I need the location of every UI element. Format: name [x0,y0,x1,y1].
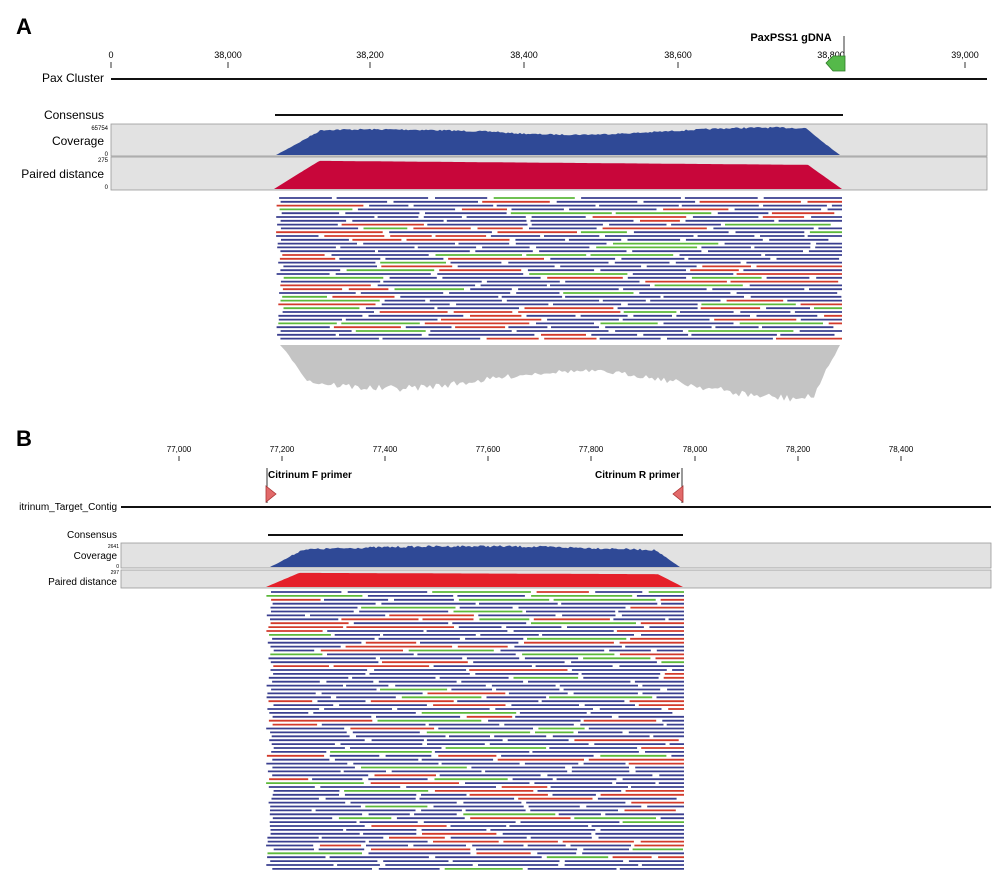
sequence-track-name: itrinum_Target_Contig [19,502,117,513]
paired-distance-label: Paired distance [21,167,104,181]
coverage-min-label: 0 [116,564,119,570]
gene-feature-label: PaxPSS1 gDNA [750,32,831,44]
paired-min-label: 0 [105,185,109,191]
paired-distance-area [274,160,842,189]
ruler-tick-label: 77,600 [476,445,501,454]
primer-f-arrow-icon[interactable] [265,485,277,503]
ruler-tick-label: 38,600 [664,50,692,60]
paired-max-label: 275 [98,158,109,164]
ruler-tick-label: 38,800 [817,50,845,60]
paired-max-label: 297 [111,570,120,576]
ruler-tick-label: 77,000 [167,445,192,454]
ruler-tick-label: 78,400 [889,445,914,454]
ruler-tick-label: 77,200 [270,445,295,454]
coverage-label: Coverage [74,551,118,562]
primer-r-arrow-icon[interactable] [672,485,684,503]
coverage-min-label: 0 [105,152,109,158]
paired-distance-label: Paired distance [48,577,117,588]
ruler-tick-label: 39,000 [951,50,979,60]
ruler-tick-label: 78,200 [786,445,811,454]
panel-a-ruler: 0 38,000 38,200 38,400 38,600 38,800 39,… [108,50,979,68]
read-pileup[interactable] [266,591,684,870]
panel-a: A 0 38,000 38,200 38,400 38,600 38,800 3… [16,14,988,402]
depth-shadow [280,345,840,402]
panel-b-ruler: 77,000 77,200 77,400 77,600 77,800 78,00… [167,445,914,461]
ruler-tick-label: 38,400 [510,50,538,60]
gene-feature-arrow-icon[interactable] [825,55,846,72]
ruler-tick-label: 77,400 [373,445,398,454]
consensus-label: Consensus [67,530,117,541]
coverage-max-label: 2641 [108,544,119,550]
panel-b-letter: B [16,426,32,451]
sequence-track-name: Pax Cluster [42,71,104,85]
panel-a-letter: A [16,14,32,39]
coverage-max-label: 65754 [91,126,108,132]
coverage-area [276,126,840,155]
ruler-tick-label: 38,000 [214,50,242,60]
paired-distance-area [266,572,683,587]
coverage-label: Coverage [52,134,104,148]
ruler-tick-label: 0 [108,50,113,60]
primer-r-label: Citrinum R primer [595,470,680,481]
ruler-tick-label: 77,800 [579,445,604,454]
ruler-tick-label: 38,200 [356,50,384,60]
primer-f-label: Citrinum F primer [268,470,352,481]
consensus-label: Consensus [44,108,104,122]
ruler-tick-label: 78,000 [683,445,708,454]
read-pileup[interactable] [276,197,842,340]
coverage-area [270,545,680,567]
panel-b: B 77,000 77,200 77,400 77,600 77,800 78,… [16,426,992,870]
